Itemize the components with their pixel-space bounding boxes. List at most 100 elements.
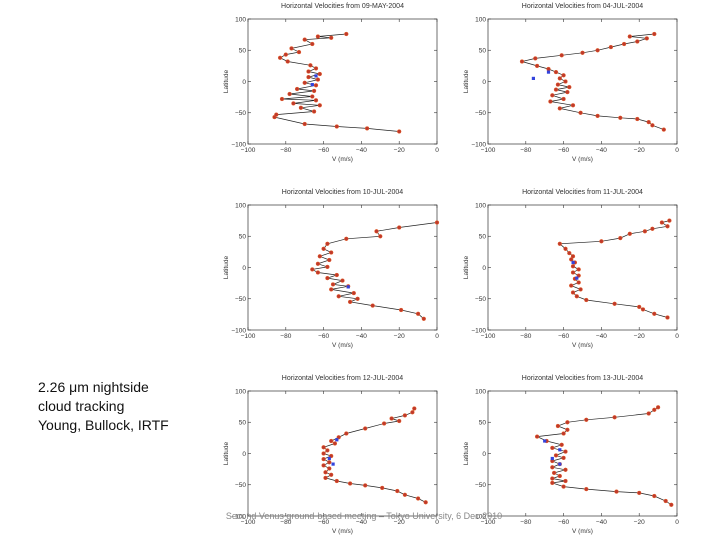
data-point bbox=[279, 96, 285, 102]
x-axis-label: V (m/s) bbox=[332, 156, 353, 163]
data-point bbox=[310, 267, 315, 272]
data-point bbox=[415, 496, 421, 501]
chart-svg: Horizontal Velocities from 12-JUL-2004 −1… bbox=[223, 375, 439, 535]
data-point bbox=[327, 257, 332, 263]
data-point bbox=[637, 490, 642, 496]
data-point bbox=[315, 270, 321, 275]
data-point bbox=[578, 110, 583, 115]
data-point bbox=[329, 438, 334, 444]
data-point bbox=[635, 39, 640, 44]
data-point bbox=[378, 234, 383, 239]
data-point bbox=[423, 500, 428, 505]
data-point bbox=[612, 415, 617, 420]
data-point bbox=[325, 448, 330, 453]
data-point bbox=[570, 270, 576, 275]
data-point bbox=[665, 315, 670, 320]
data-point bbox=[640, 307, 646, 312]
x-tick-label: −100 bbox=[481, 333, 496, 340]
data-point bbox=[415, 311, 421, 316]
data-point bbox=[618, 235, 623, 241]
data-point bbox=[344, 31, 349, 37]
data-point bbox=[563, 478, 568, 484]
x-tick-label: −80 bbox=[280, 147, 291, 154]
blue-data-point bbox=[546, 70, 551, 74]
chart-panel-09-may: Horizontal Velocities from 09-MAY-2004 −1… bbox=[218, 0, 448, 165]
data-point bbox=[642, 229, 648, 234]
data-point bbox=[667, 218, 672, 223]
data-point bbox=[618, 115, 623, 120]
data-point bbox=[317, 71, 322, 77]
data-point bbox=[315, 34, 321, 39]
data-point bbox=[550, 93, 555, 98]
data-point bbox=[563, 467, 568, 472]
data-point bbox=[329, 472, 334, 477]
data-point bbox=[580, 50, 585, 55]
data-point bbox=[655, 405, 661, 410]
data-point bbox=[627, 34, 632, 39]
chart-title: Horizontal Velocities from 09-MAY-2004 bbox=[281, 3, 404, 10]
plot-frame bbox=[247, 390, 438, 517]
data-point bbox=[574, 294, 579, 299]
data-point bbox=[569, 257, 574, 262]
data-point bbox=[661, 127, 666, 132]
data-point bbox=[561, 455, 566, 461]
x-tick-label: −20 bbox=[394, 519, 405, 526]
data-point bbox=[652, 31, 657, 37]
slide-footer: Second Venus ground-based meeting – Toky… bbox=[0, 511, 720, 521]
x-tick-label: −60 bbox=[558, 147, 569, 154]
data-point bbox=[595, 48, 600, 53]
data-point bbox=[311, 109, 317, 114]
plot-frame bbox=[247, 204, 438, 331]
x-tick-label: −100 bbox=[241, 333, 256, 340]
x-tick-label: −20 bbox=[634, 519, 645, 526]
data-point bbox=[321, 456, 326, 462]
x-tick-label: 0 bbox=[435, 519, 439, 526]
data-point bbox=[663, 498, 668, 504]
y-tick-label: 50 bbox=[479, 420, 487, 427]
y-tick-label: 50 bbox=[239, 48, 247, 55]
data-point bbox=[389, 416, 394, 421]
data-point bbox=[306, 69, 311, 74]
x-tick-label: 0 bbox=[675, 333, 679, 340]
chart-svg: Horizontal Velocities from 13-JUL-2004 −1… bbox=[463, 375, 679, 535]
y-tick-label: 0 bbox=[482, 79, 486, 86]
data-point bbox=[317, 103, 322, 108]
data-point bbox=[344, 431, 349, 436]
x-tick-label: −100 bbox=[481, 519, 496, 526]
y-tick-label: 100 bbox=[475, 388, 486, 395]
data-point bbox=[329, 35, 334, 40]
y-tick-label: 100 bbox=[475, 202, 486, 209]
data-point bbox=[614, 489, 619, 494]
blue-data-point bbox=[335, 438, 339, 442]
y-tick-label: −100 bbox=[471, 327, 486, 334]
data-point bbox=[561, 431, 566, 436]
data-point bbox=[310, 41, 315, 47]
data-point bbox=[652, 407, 657, 412]
data-point bbox=[344, 236, 349, 241]
data-point bbox=[652, 311, 657, 316]
data-point bbox=[553, 69, 559, 75]
data-point bbox=[327, 466, 332, 471]
blue-data-point bbox=[571, 260, 575, 265]
chart-panel-11-jul: Horizontal Velocities from 11-JUL-2004 −1… bbox=[458, 186, 688, 351]
x-tick-label: −40 bbox=[596, 333, 607, 340]
data-point bbox=[334, 478, 339, 484]
blue-data-point bbox=[531, 76, 535, 80]
data-point bbox=[294, 86, 300, 92]
data-point bbox=[576, 280, 581, 285]
data-point bbox=[302, 37, 307, 42]
x-tick-label: −20 bbox=[634, 147, 645, 154]
x-tick-label: −100 bbox=[241, 519, 256, 526]
caption-line-2: cloud tracking bbox=[38, 398, 125, 414]
data-point bbox=[325, 275, 330, 281]
x-tick-label: −80 bbox=[520, 333, 531, 340]
data-point bbox=[519, 59, 525, 64]
data-point bbox=[315, 77, 321, 82]
data-point bbox=[381, 421, 387, 426]
blue-data-point bbox=[575, 276, 579, 280]
data-point bbox=[669, 502, 674, 507]
blue-data-point bbox=[310, 83, 314, 87]
data-point bbox=[285, 59, 290, 64]
chart-panel-13-jul: Horizontal Velocities from 13-JUL-2004 −1… bbox=[458, 372, 688, 537]
y-axis-label: Latitude bbox=[223, 70, 230, 94]
